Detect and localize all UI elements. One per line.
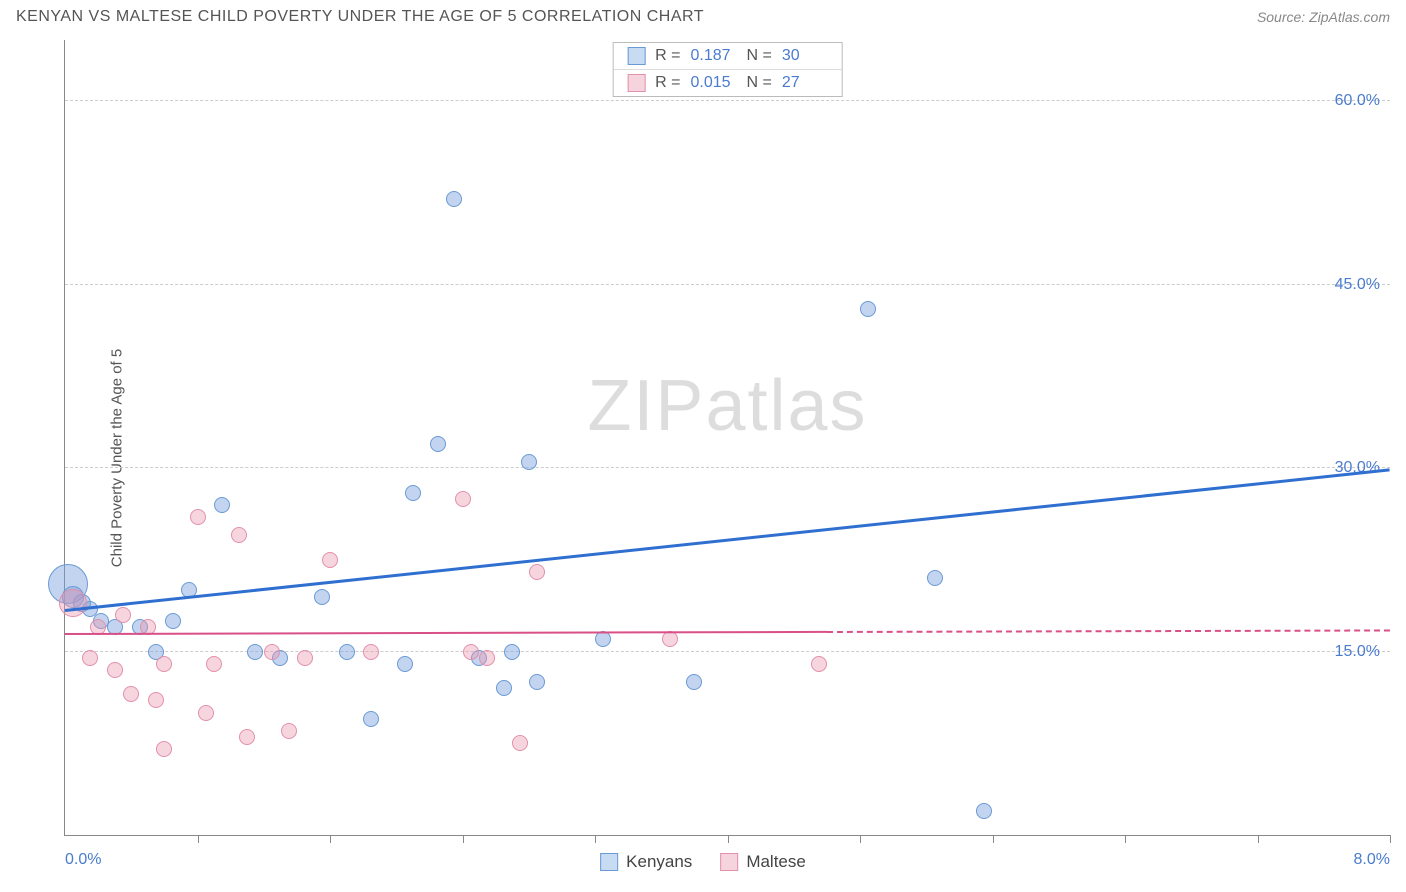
stat-r-value: 0.187: [691, 47, 737, 65]
stat-r-label: R =: [655, 47, 680, 65]
data-point: [405, 485, 421, 501]
x-tick: [463, 835, 464, 843]
data-point: [363, 644, 379, 660]
stat-n-value: 27: [782, 74, 828, 92]
data-point: [281, 723, 297, 739]
data-point: [247, 644, 263, 660]
data-point: [190, 509, 206, 525]
data-point: [59, 589, 87, 617]
chart-container: Child Poverty Under the Age of 5 ZIPatla…: [16, 40, 1390, 876]
data-point: [529, 564, 545, 580]
gridline: [65, 284, 1390, 285]
legend-label: Maltese: [746, 852, 806, 872]
data-point: [512, 735, 528, 751]
legend-swatch: [627, 74, 645, 92]
x-tick: [993, 835, 994, 843]
stats-row: R = 0.187 N = 30: [613, 43, 842, 69]
data-point: [115, 607, 131, 623]
x-axis-min-label: 0.0%: [65, 851, 101, 869]
data-point: [496, 680, 512, 696]
data-point: [927, 570, 943, 586]
y-tick-label: 45.0%: [1335, 276, 1380, 294]
data-point: [314, 589, 330, 605]
data-point: [860, 301, 876, 317]
trend-line: [65, 631, 827, 635]
stat-r-label: R =: [655, 74, 680, 92]
x-tick: [1258, 835, 1259, 843]
data-point: [231, 527, 247, 543]
data-point: [595, 631, 611, 647]
data-point: [455, 491, 471, 507]
y-tick-label: 60.0%: [1335, 92, 1380, 110]
x-tick: [860, 835, 861, 843]
gridline: [65, 467, 1390, 468]
data-point: [214, 497, 230, 513]
data-point: [322, 552, 338, 568]
data-point: [811, 656, 827, 672]
data-point: [165, 613, 181, 629]
gridline: [65, 100, 1390, 101]
data-point: [206, 656, 222, 672]
data-point: [521, 454, 537, 470]
stat-r-value: 0.015: [691, 74, 737, 92]
trend-line: [65, 468, 1390, 612]
stat-n-value: 30: [782, 47, 828, 65]
legend-label: Kenyans: [626, 852, 692, 872]
page-title: KENYAN VS MALTESE CHILD POVERTY UNDER TH…: [16, 8, 704, 26]
legend-swatch: [600, 853, 618, 871]
x-tick: [1125, 835, 1126, 843]
data-point: [156, 741, 172, 757]
x-tick: [595, 835, 596, 843]
series-legend: Kenyans Maltese: [600, 852, 806, 872]
data-point: [198, 705, 214, 721]
data-point: [339, 644, 355, 660]
data-point: [686, 674, 702, 690]
data-point: [662, 631, 678, 647]
stats-row: R = 0.015 N = 27: [613, 69, 842, 96]
data-point: [156, 656, 172, 672]
data-point: [264, 644, 280, 660]
source-credit: Source: ZipAtlas.com: [1257, 9, 1390, 25]
data-point: [504, 644, 520, 660]
data-point: [82, 650, 98, 666]
data-point: [123, 686, 139, 702]
legend-swatch: [627, 47, 645, 65]
trend-line-extension: [827, 630, 1390, 634]
data-point: [297, 650, 313, 666]
x-tick: [198, 835, 199, 843]
watermark: ZIPatlas: [587, 365, 867, 447]
data-point: [363, 711, 379, 727]
data-point: [430, 436, 446, 452]
data-point: [397, 656, 413, 672]
data-point: [463, 644, 479, 660]
stat-n-label: N =: [747, 74, 772, 92]
stat-n-label: N =: [747, 47, 772, 65]
plot-area: ZIPatlas R =0.187N =30R =0.015N =27 0.0%…: [64, 40, 1390, 836]
data-point: [148, 692, 164, 708]
data-point: [529, 674, 545, 690]
legend-item: Maltese: [720, 852, 806, 872]
x-tick: [1390, 835, 1391, 843]
data-point: [446, 191, 462, 207]
data-point: [976, 803, 992, 819]
stats-legend: R = 0.187 N = 30 R = 0.015 N = 27: [612, 42, 843, 97]
x-tick: [728, 835, 729, 843]
data-point: [479, 650, 495, 666]
legend-item: Kenyans: [600, 852, 692, 872]
y-tick-label: 15.0%: [1335, 643, 1380, 661]
x-axis-max-label: 8.0%: [1354, 851, 1390, 869]
legend-swatch: [720, 853, 738, 871]
data-point: [107, 662, 123, 678]
x-tick: [330, 835, 331, 843]
data-point: [239, 729, 255, 745]
